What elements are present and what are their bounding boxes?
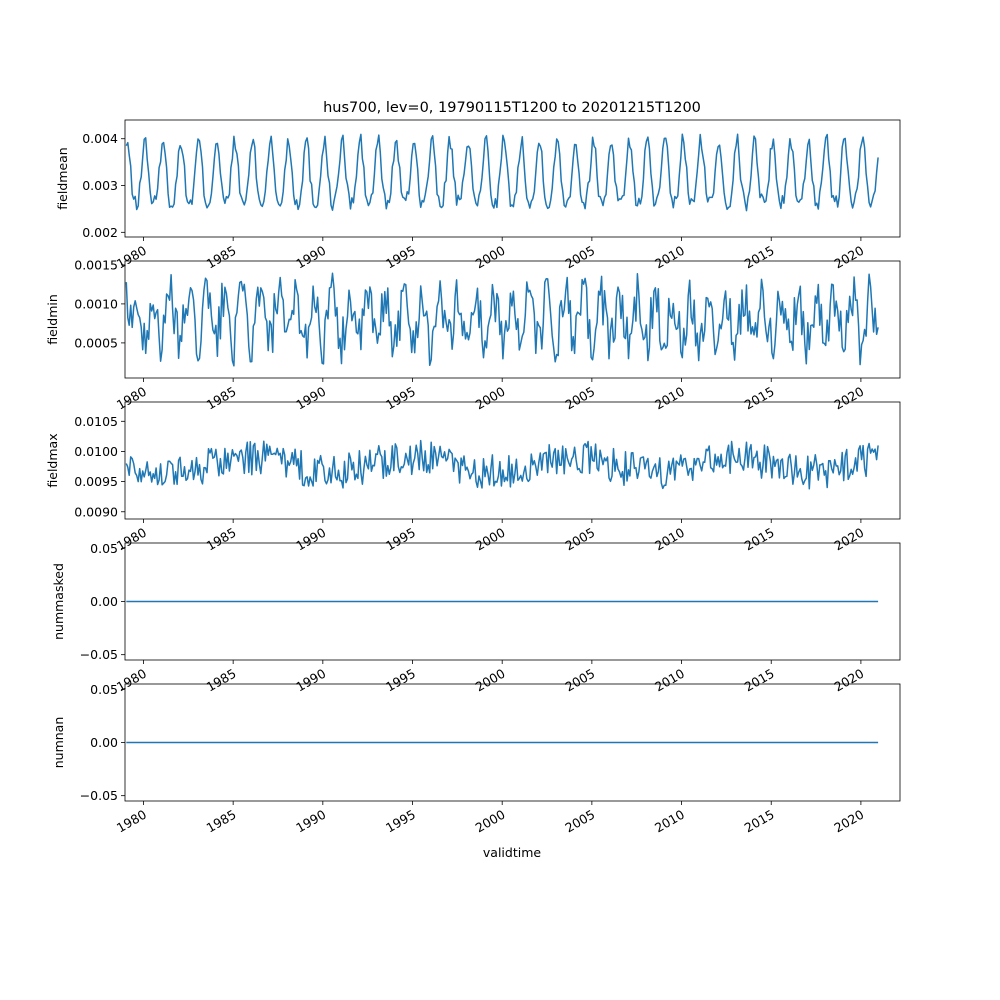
x-axis-label: validtime (483, 845, 541, 860)
y-tick-label: 0.05 (90, 682, 118, 697)
axes-frame-fieldmax (124, 401, 901, 520)
y-axis-label: numnan (51, 717, 66, 769)
y-tick-label: −0.05 (80, 647, 118, 662)
y-tick-label: 0.00 (90, 735, 118, 750)
y-tick-label: 0.0015 (74, 257, 118, 272)
y-tick-label: 0.002 (82, 225, 118, 240)
axes-frame-fieldmean (124, 119, 901, 238)
y-tick-label: 0.0010 (74, 296, 118, 311)
y-tick-label: 0.004 (82, 131, 118, 146)
y-tick-label: 0.0090 (74, 504, 118, 519)
y-tick-label: 0.0005 (74, 335, 118, 350)
y-tick-label: 0.00 (90, 594, 118, 609)
y-axis-label: fieldmean (55, 147, 70, 209)
series-line-fieldmin (125, 272, 879, 367)
y-tick-label: 0.0105 (74, 414, 118, 429)
series-line-fieldmax (125, 439, 879, 490)
y-tick-label: 0.003 (82, 178, 118, 193)
y-axis-label: fieldmin (45, 294, 60, 345)
y-axis-label: fieldmax (45, 433, 60, 487)
figure-title: hus700, lev=0, 19790115T1200 to 20201215… (323, 100, 701, 116)
series-line-fieldmean (125, 133, 879, 212)
y-tick-label: 0.0100 (74, 444, 118, 459)
y-tick-label: 0.0095 (74, 474, 118, 489)
y-tick-label: −0.05 (80, 788, 118, 803)
y-tick-label: 0.05 (90, 541, 118, 556)
axes-frame-fieldmin (124, 260, 901, 379)
y-axis-label: nummasked (51, 563, 66, 640)
